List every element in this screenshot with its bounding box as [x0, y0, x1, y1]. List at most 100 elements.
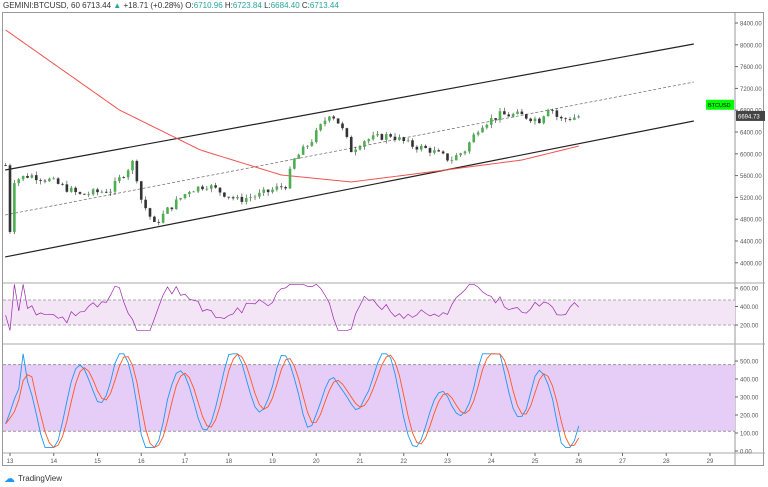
candle-body — [201, 186, 204, 190]
candle-body — [43, 180, 47, 182]
candle-body — [249, 197, 252, 199]
tradingview-logo[interactable]: ☁ TradingView — [4, 472, 62, 485]
candle-body — [520, 111, 524, 115]
price-tick-label: 4000.00 — [740, 261, 762, 267]
candle-body — [96, 189, 99, 193]
candle-body — [126, 170, 130, 178]
candle-body — [192, 191, 196, 193]
candle-body — [538, 118, 541, 124]
candle-body — [441, 151, 445, 154]
candle-body — [564, 118, 567, 120]
candle-body — [148, 208, 152, 217]
candle-body — [174, 199, 178, 210]
candle-body — [157, 221, 161, 223]
price-tick-label: 5200.00 — [740, 196, 762, 202]
chart-frame — [2, 12, 764, 466]
candle-body — [306, 145, 309, 147]
low-label: L: — [264, 1, 271, 10]
candle-body — [437, 150, 441, 152]
candle-body — [489, 118, 493, 125]
stoch-tick-label: 500.00 — [740, 360, 759, 366]
candle-body — [69, 187, 73, 192]
time-tick-label: 16 — [138, 459, 145, 465]
price-tick-label: 4800.00 — [740, 218, 762, 224]
candle-body — [424, 145, 427, 149]
time-tick-label: 29 — [707, 459, 714, 465]
candle-body — [415, 146, 419, 150]
candle-body — [26, 175, 29, 178]
candle-body — [328, 116, 331, 121]
candle-body — [275, 186, 279, 190]
rsi-tick-label: 400.00 — [740, 305, 759, 311]
price-tick-label: 8400.00 — [740, 22, 762, 28]
candle-body — [179, 198, 182, 200]
candle-body — [87, 194, 91, 196]
candle-body — [297, 154, 301, 159]
candle-body — [231, 197, 235, 199]
candle-body — [332, 116, 336, 119]
high-label: H: — [224, 1, 233, 10]
channel-upper-line — [5, 43, 694, 171]
candle-body — [227, 196, 231, 198]
price-tick-label: 8000.00 — [740, 43, 762, 49]
candle-body — [376, 134, 379, 136]
candle-body — [406, 140, 410, 142]
brand-label: TradingView — [18, 474, 63, 483]
candle-body — [236, 196, 239, 199]
candle-body — [288, 168, 292, 189]
candle-body — [139, 181, 143, 200]
candle-body — [428, 148, 432, 153]
stoch-d-line — [5, 353, 580, 448]
candle-body — [4, 165, 7, 167]
time-tick-label: 24 — [488, 459, 495, 465]
time-tick-label: 21 — [357, 459, 364, 465]
time-tick-label: 26 — [575, 459, 582, 465]
candle-body — [393, 136, 397, 140]
candle-body — [100, 191, 104, 193]
candle-body — [419, 145, 423, 150]
candle-body — [301, 146, 305, 155]
time-tick-label: 20 — [313, 459, 320, 465]
time-tick-label: 17 — [182, 459, 189, 465]
candle-body — [314, 130, 318, 143]
candle-body — [39, 180, 42, 181]
candle-body — [205, 188, 209, 190]
candle-body — [266, 189, 270, 193]
candle-body — [170, 207, 174, 210]
time-tick-label: 13 — [7, 459, 14, 465]
candle-body — [433, 150, 436, 153]
candle-body — [83, 193, 86, 195]
candle-body — [223, 192, 226, 197]
candle-body — [65, 184, 69, 192]
candle-body — [542, 116, 546, 124]
candle-body — [481, 127, 484, 133]
price-tick-label: 6000.00 — [740, 152, 762, 158]
candle-body — [78, 192, 82, 194]
rsi-band — [3, 300, 735, 325]
candle-body — [48, 178, 51, 182]
price-tick-label: 4400.00 — [740, 240, 762, 246]
candle-body — [196, 186, 200, 192]
candle-body — [74, 187, 77, 193]
time-tick-label: 14 — [50, 459, 57, 465]
candle-body — [188, 192, 191, 195]
candle-body — [463, 151, 467, 154]
change: +18.71 (+0.28%) — [123, 1, 184, 10]
candle-body — [13, 183, 16, 232]
close-label: C: — [301, 1, 310, 10]
candle-body — [555, 110, 559, 117]
candle-body — [568, 119, 572, 120]
open-value: 6710.96 — [193, 1, 223, 10]
time-tick-label: 22 — [400, 459, 407, 465]
last-price-badge — [736, 110, 765, 121]
candle-body — [511, 114, 515, 117]
candle-body — [144, 199, 147, 209]
rsi-tick-label: 200.00 — [740, 324, 759, 330]
candle-body — [389, 134, 392, 137]
time-tick-label: 19 — [269, 459, 276, 465]
candle-body — [30, 175, 34, 178]
price-chart[interactable]: 8400.008000.007600.007200.006800.006400.… — [0, 0, 768, 470]
candle-body — [161, 213, 165, 223]
candle-body — [131, 160, 134, 171]
time-tick-label: 15 — [94, 459, 101, 465]
